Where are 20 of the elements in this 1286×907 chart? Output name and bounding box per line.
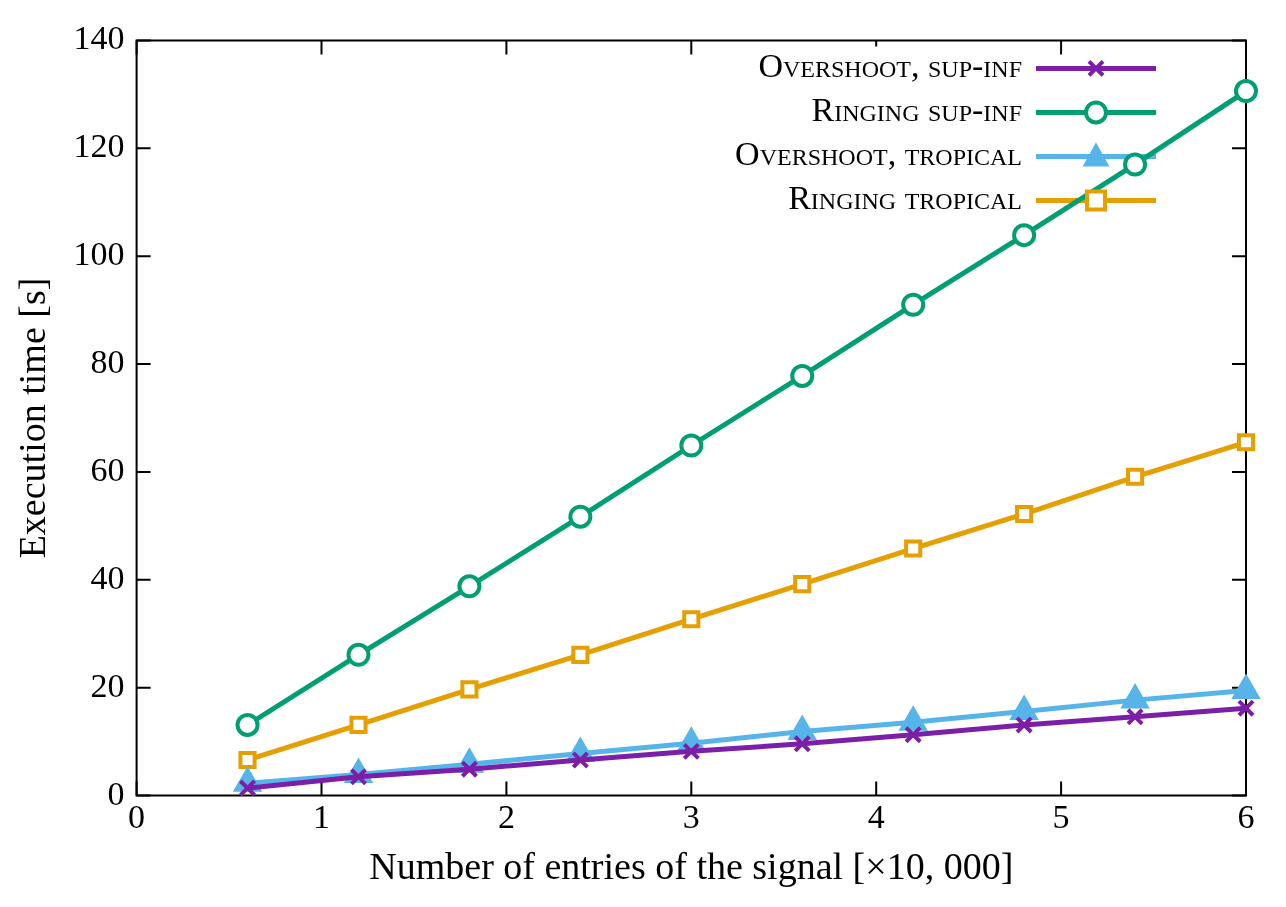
legend-label: Overshoot, tropical bbox=[735, 135, 1022, 173]
y-tick-label: 100 bbox=[73, 235, 125, 273]
legend-label: Ringing sup-inf bbox=[811, 91, 1022, 129]
x-tick-label: 1 bbox=[313, 797, 330, 835]
y-tick-label: 60 bbox=[90, 450, 125, 488]
x-tick-label: 4 bbox=[867, 797, 885, 835]
x-axis-title: Number of entries of the signal [×10, 000] bbox=[369, 845, 1014, 888]
x-tick-label: 2 bbox=[497, 797, 515, 835]
y-tick-label: 80 bbox=[90, 342, 125, 380]
legend-label: Overshoot, sup-inf bbox=[758, 47, 1022, 85]
y-axis-title: Execution time [s] bbox=[10, 277, 53, 559]
y-tick-label: 0 bbox=[107, 774, 125, 812]
y-tick-label: 120 bbox=[73, 127, 125, 165]
legend-label: Ringing tropical bbox=[788, 179, 1022, 217]
x-tick-label: 6 bbox=[1237, 797, 1255, 835]
y-tick-label: 20 bbox=[90, 666, 125, 704]
y-tick-label: 40 bbox=[90, 558, 125, 596]
x-tick-label: 3 bbox=[682, 797, 700, 835]
y-tick-label: 140 bbox=[73, 19, 125, 57]
x-tick-label: 5 bbox=[1052, 797, 1070, 835]
